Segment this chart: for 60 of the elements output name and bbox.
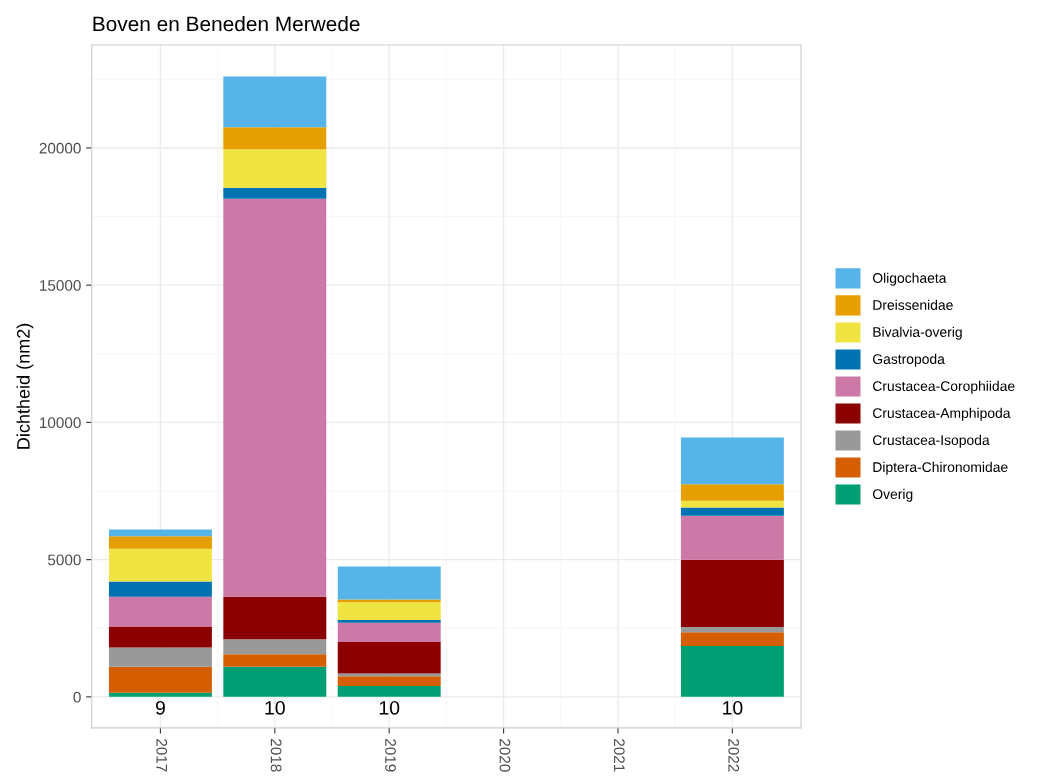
x-tick-label: 2018 [270, 739, 282, 772]
annotation: 10 [265, 700, 285, 715]
bar [108, 596, 212, 627]
bar [680, 626, 784, 633]
bar [108, 626, 212, 648]
bar [680, 646, 784, 697]
y-tick-label: 10000 [40, 417, 81, 429]
y-tick-label: 0 [73, 691, 81, 703]
annotation: 10 [723, 700, 743, 715]
bar [680, 484, 784, 501]
legend-label: Overig [872, 488, 913, 502]
bar [680, 559, 784, 627]
bar [108, 536, 212, 549]
bar [223, 596, 327, 640]
x-tick-label: 2020 [499, 739, 511, 772]
bar [108, 647, 212, 667]
legend-label: Diptera-Chironomidae [873, 461, 1008, 475]
y-tick-label: 5000 [47, 554, 81, 566]
bar [680, 437, 784, 485]
bar [223, 127, 327, 150]
y-tick-label: 20000 [39, 142, 81, 154]
bar [223, 76, 327, 128]
legend-label: Bivalvia-overig [873, 326, 962, 340]
bar [680, 632, 784, 647]
bar [108, 692, 212, 697]
legend-label: Oligochaeta [872, 272, 947, 286]
bar [337, 602, 441, 621]
legend-label: Crustacea-Amphipoda [873, 407, 1011, 421]
y-tick-label: 15000 [40, 280, 81, 291]
legend-label: Crustacea-Corophiidae [873, 380, 1015, 394]
x-tick-label: 2019 [385, 739, 396, 772]
bar [337, 599, 441, 603]
bar [337, 566, 441, 600]
x-tick-label: 2022 [728, 739, 740, 772]
annotation: 10 [379, 700, 400, 715]
x-tick-label: 2021 [613, 739, 625, 772]
chart-title: Boven en Beneden Merwede [93, 16, 360, 32]
bar [337, 622, 441, 642]
y-axis-title: Dichtheid (nm2) [16, 323, 34, 449]
bar [223, 149, 327, 188]
bar [680, 507, 784, 516]
bar [337, 685, 441, 697]
annotation: 9 [155, 700, 165, 715]
bar [337, 620, 441, 623]
bar [108, 529, 212, 537]
bar [223, 639, 327, 655]
bar [337, 676, 441, 686]
legend-label: Dreissenidae [873, 299, 953, 310]
legend-label: Gastropoda [873, 353, 945, 367]
bar [223, 187, 327, 199]
bar [108, 666, 212, 693]
bar [680, 515, 784, 560]
bar [223, 198, 327, 597]
bar [108, 548, 212, 582]
bar [108, 581, 212, 597]
bar [223, 654, 327, 667]
bar [337, 641, 441, 674]
bar [223, 666, 327, 697]
legend-label: Crustacea-Isopoda [873, 434, 990, 448]
x-tick-label: 2017 [156, 739, 168, 772]
